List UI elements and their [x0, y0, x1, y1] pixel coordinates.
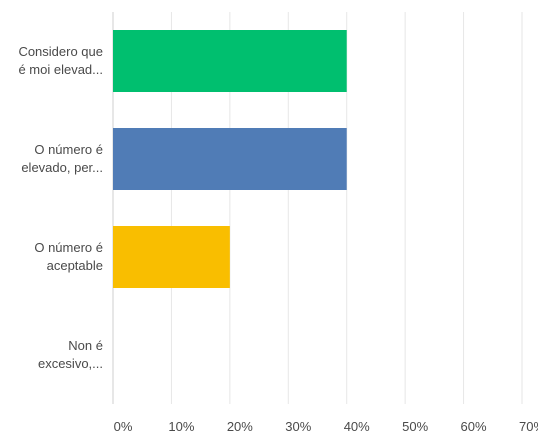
- x-tick-label: 20%: [227, 419, 253, 434]
- x-tick-label: 10%: [168, 419, 194, 434]
- x-tick-label: 70%: [519, 419, 538, 434]
- bar[interactable]: [113, 128, 347, 190]
- x-tick-label: 0%: [114, 419, 133, 434]
- bars: [113, 30, 347, 288]
- x-tick-label: 50%: [402, 419, 428, 434]
- bar[interactable]: [113, 226, 230, 288]
- x-tick-label: 60%: [461, 419, 487, 434]
- category-label: Considero que é moi elevad...: [18, 44, 103, 77]
- category-label: O número é aceptable: [34, 240, 103, 273]
- category-labels: Considero que é moi elevad... O número é el…: [18, 44, 103, 371]
- category-label: Non é excesivo,...: [38, 338, 103, 371]
- x-tick-labels: 0% 10% 20% 30% 40% 50% 60% 70%: [114, 419, 538, 434]
- x-tick-label: 30%: [285, 419, 311, 434]
- x-tick-label: 40%: [344, 419, 370, 434]
- category-label: O número é elevado, per...: [21, 142, 103, 175]
- bar[interactable]: [113, 30, 347, 92]
